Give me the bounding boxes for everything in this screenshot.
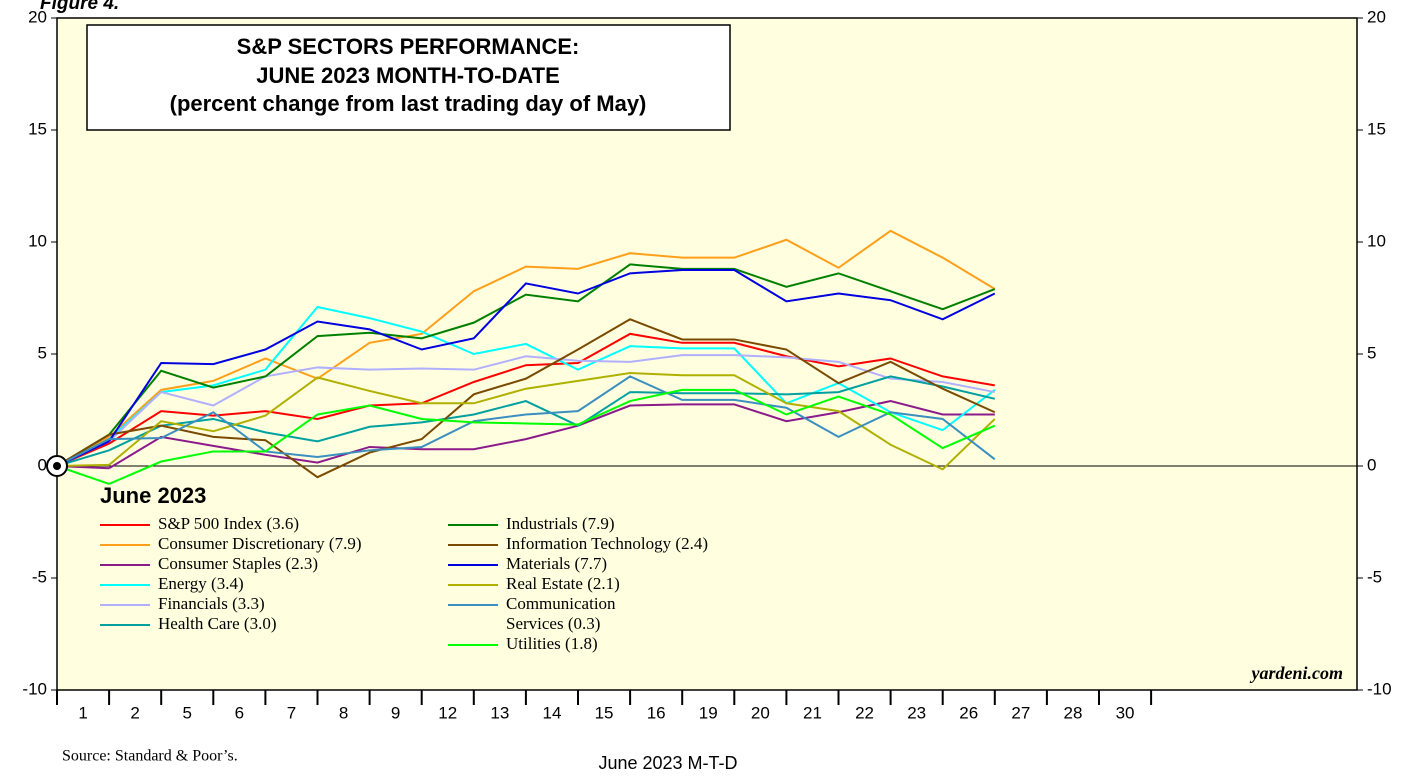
x-tick-label: 6 [235,703,244,722]
x-tick-label: 15 [595,703,614,722]
y-tick-label: -5 [32,567,47,586]
y2-tick-label: 20 [1367,7,1386,26]
x-tick-label: 12 [438,703,457,722]
x-axis-label: June 2023 M-T-D [598,753,737,773]
y2-tick-label: 0 [1367,455,1376,474]
legend-label: Communication Services (0.3) [506,594,616,633]
x-tick-label: 5 [183,703,192,722]
legend-label: Utilities (1.8) [506,634,598,653]
x-tick-label: 28 [1063,703,1082,722]
y-tick-label: 0 [38,455,47,474]
x-tick-label: 22 [855,703,874,722]
series-line [108,269,996,442]
legend-label: Information Technology (2.4) [506,534,708,553]
x-tick-label: 27 [1011,703,1030,722]
series-line [108,229,996,438]
y-tick-label: 20 [28,7,47,26]
x-tick-label: 9 [391,703,400,722]
y-tick-label: 10 [28,231,47,250]
series-line [108,388,996,485]
watermark: yardeni.com [1250,663,1344,683]
x-tick-label: 2 [130,703,139,722]
legend-label: Real Estate (2.1) [506,574,620,593]
legend-label: Financials (3.3) [158,594,265,613]
x-tick-label: 1 [78,703,87,722]
legend-label: Industrials (7.9) [506,514,615,533]
x-tick-label: 13 [490,703,509,722]
legend-label: Materials (7.7) [506,554,607,573]
x-tick-label: 16 [647,703,666,722]
legend-label: Consumer Discretionary (7.9) [158,534,361,553]
series-line [108,372,996,471]
legend-label: Health Care (3.0) [158,614,276,633]
chart-title: (percent change from last trading day of… [170,91,647,116]
y-tick-label: 15 [28,119,47,138]
chart-title: S&P SECTORS PERFORMANCE: [237,34,580,59]
x-tick-label: 23 [907,703,926,722]
series-line [108,263,996,436]
y2-tick-label: 5 [1367,343,1376,362]
legend-title: June 2023 [100,483,206,508]
legend-label: Energy (3.4) [158,574,244,593]
x-tick-label: 26 [959,703,978,722]
y2-tick-label: -5 [1367,567,1382,586]
title-box [86,24,731,131]
legend-label: Consumer Staples (2.3) [158,554,318,573]
source: Source: Standard & Poor’s. [62,748,238,765]
y2-tick-label: 10 [1367,231,1386,250]
y2-tick-label: -10 [1367,679,1392,698]
y-tick-label: -10 [22,679,47,698]
series-line [108,354,995,443]
x-tick-label: 30 [1116,703,1135,722]
chart-title: JUNE 2023 MONTH-TO-DATE [256,63,560,88]
y-tick-label: 5 [38,343,47,362]
x-tick-label: 8 [339,703,348,722]
x-tick-label: 19 [699,703,718,722]
legend-label: S&P 500 Index (3.6) [158,514,299,533]
x-tick-label: 14 [542,703,561,722]
series-line [109,375,996,461]
figure-label: Figure 4. [40,0,119,14]
x-tick-label: 20 [751,703,770,722]
origin-marker [53,462,61,470]
x-tick-label: 7 [287,703,296,722]
y2-tick-label: 15 [1367,119,1386,138]
x-tick-label: 21 [803,703,822,722]
series-line [108,305,996,440]
series-line [108,318,996,479]
series-line [108,400,995,470]
